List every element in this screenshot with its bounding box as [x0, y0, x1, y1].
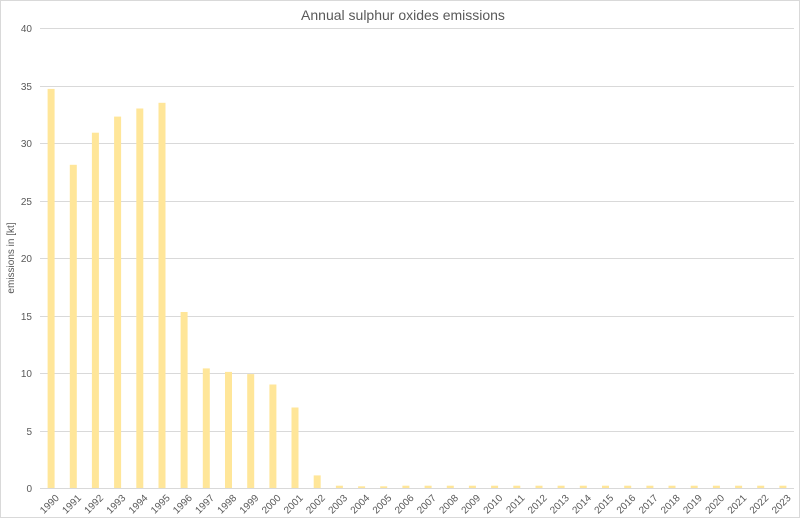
bar-2016: [624, 485, 632, 488]
x-tick-label: 1997: [193, 493, 217, 517]
x-tick-label: 2022: [748, 493, 772, 517]
x-tick-label: 2023: [770, 493, 794, 517]
x-tick-label: 1998: [216, 493, 240, 517]
x-tick-label: 2011: [504, 493, 527, 516]
x-tick-label: 2002: [304, 493, 328, 517]
x-tick-labels: 1990199119921993199419951996199719981999…: [38, 493, 794, 517]
bar-2017: [646, 485, 654, 488]
y-tick-label: 35: [21, 82, 33, 93]
bar-1992: [91, 132, 99, 488]
x-tick-label: 1990: [38, 493, 62, 517]
x-tick-label: 2004: [349, 493, 373, 517]
bar-1995: [158, 102, 166, 489]
bar-2005: [380, 486, 388, 488]
y-tick-labels: 0 5 10 15 20 25 30 35 40: [21, 24, 33, 495]
x-tick-label: 2006: [393, 493, 417, 517]
bar-1996: [180, 312, 188, 488]
bar-2006: [402, 485, 410, 488]
y-axis-title: emissions in [kt]: [6, 222, 17, 293]
y-tick-label: 20: [21, 254, 33, 265]
x-tick-label: 2014: [570, 493, 594, 517]
bar-1999: [247, 374, 255, 488]
x-tick-label: 2021: [726, 493, 750, 517]
x-tick-label: 2015: [593, 493, 617, 517]
x-tick-label: 1995: [149, 493, 173, 517]
x-tick-label: 1991: [60, 493, 84, 517]
bar-2003: [335, 485, 343, 488]
bar-2011: [513, 485, 521, 488]
bar-2008: [446, 485, 454, 488]
x-tick-label: 1993: [105, 493, 129, 517]
y-tick-label: 30: [21, 139, 33, 150]
gridlines: [40, 28, 794, 489]
bar-2012: [535, 485, 543, 488]
x-tick-label: 1996: [171, 493, 195, 517]
bar-2018: [668, 485, 676, 488]
x-tick-label: 1999: [238, 493, 262, 517]
y-tick-label: 40: [21, 24, 33, 35]
y-tick-label: 5: [26, 427, 32, 438]
x-tick-label: 2009: [460, 493, 484, 517]
x-tick-label: 2010: [482, 493, 506, 517]
bar-1991: [69, 164, 77, 489]
bar-1997: [202, 368, 210, 488]
bar-2007: [424, 485, 432, 488]
x-tick-label: 2016: [615, 493, 639, 517]
bar-1990: [47, 88, 55, 489]
y-tick-label: 25: [21, 197, 33, 208]
x-tick-label: 2017: [637, 493, 661, 517]
bar-1993: [114, 116, 122, 488]
bar-2001: [291, 407, 299, 488]
x-tick-label: 2013: [548, 493, 572, 517]
x-tick-label: 2000: [260, 493, 284, 517]
x-tick-label: 2008: [437, 493, 461, 517]
bar-2020: [712, 485, 720, 488]
x-tick-label: 2012: [526, 493, 550, 517]
x-tick-label: 1994: [127, 493, 151, 517]
x-tick-label: 2007: [415, 493, 439, 517]
x-tick-label: 2018: [659, 493, 683, 517]
x-tick-label: 2019: [681, 493, 705, 517]
bar-2022: [757, 485, 765, 488]
bar-2002: [313, 475, 321, 488]
chart-title: Annual sulphur oxides emissions: [301, 7, 505, 23]
bar-2014: [579, 485, 587, 488]
bar-2000: [269, 384, 277, 488]
bar-1998: [225, 371, 232, 488]
bar-2019: [690, 485, 698, 488]
bar-2015: [602, 485, 609, 488]
x-tick-label: 1992: [83, 493, 107, 517]
bar-1994: [136, 108, 144, 488]
y-tick-label: 15: [21, 312, 33, 323]
y-tick-label: 10: [21, 369, 33, 380]
x-tick-label: 2005: [371, 493, 395, 517]
bar-2004: [358, 486, 366, 488]
bar-2013: [557, 485, 565, 488]
x-tick-label: 2001: [282, 493, 306, 517]
bar-2021: [735, 485, 743, 488]
bars: [47, 88, 787, 489]
bar-2023: [779, 485, 787, 488]
bar-2010: [491, 485, 499, 488]
bar-2009: [468, 485, 476, 488]
y-tick-label: 0: [26, 484, 32, 495]
x-tick-label: 2020: [704, 493, 728, 517]
x-tick-label: 2003: [327, 493, 351, 517]
